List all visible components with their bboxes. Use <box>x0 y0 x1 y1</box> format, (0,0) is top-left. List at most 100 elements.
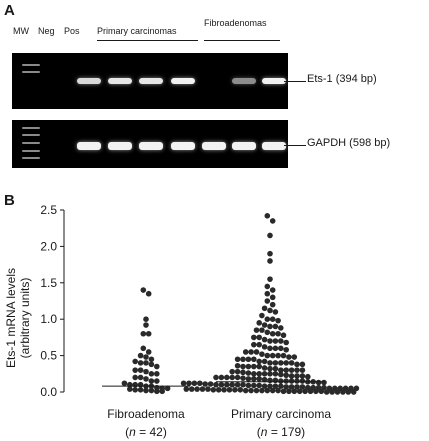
data-point <box>278 338 284 344</box>
data-point <box>237 387 244 393</box>
data-point <box>267 258 273 264</box>
data-point <box>143 368 149 375</box>
data-point <box>264 316 271 323</box>
ets1-band-lane-6 <box>171 78 195 84</box>
data-point <box>210 387 217 393</box>
data-point <box>183 386 190 392</box>
data-point <box>291 354 298 360</box>
data-point <box>288 378 295 384</box>
data-point <box>283 339 290 346</box>
data-point <box>221 387 227 393</box>
data-point <box>143 322 149 328</box>
panel-b-letter: B <box>4 192 15 209</box>
data-point <box>261 365 268 371</box>
data-point <box>154 371 160 377</box>
data-point <box>202 381 208 387</box>
data-point <box>205 386 211 392</box>
data-point <box>299 367 306 373</box>
n-label-fibroadenoma: (n = 42) <box>125 425 167 439</box>
data-point <box>299 384 306 390</box>
data-point <box>269 301 276 308</box>
data-point <box>278 345 284 352</box>
data-point <box>234 374 241 381</box>
y-tick-label: 1.5 <box>40 276 57 290</box>
data-point <box>242 387 249 394</box>
data-point <box>294 367 300 373</box>
data-point <box>251 363 257 370</box>
data-point <box>148 361 155 368</box>
gapdh-ladder-band <box>22 127 40 129</box>
gel-gapdh <box>12 120 288 168</box>
data-point <box>261 376 268 383</box>
data-point <box>261 383 268 389</box>
data-point <box>269 287 276 293</box>
data-point <box>299 378 306 384</box>
group-line-fibroadenomas <box>204 40 280 41</box>
data-point <box>272 371 279 377</box>
data-point <box>278 383 284 389</box>
gapdh-ladder-band <box>22 134 40 136</box>
gapdh-label-line <box>284 145 306 146</box>
ets1-band-lane-4 <box>108 78 132 84</box>
data-point <box>137 352 144 359</box>
data-point <box>253 327 260 333</box>
data-point <box>253 349 260 355</box>
data-point <box>148 387 155 394</box>
y-tick-label: 2.5 <box>40 203 57 217</box>
y-tick-label: 0.5 <box>40 349 57 363</box>
data-point <box>234 362 241 369</box>
panel-a-letter: A <box>4 2 15 19</box>
group-label-fibroadenomas: Fibroadenomas <box>204 18 267 28</box>
gapdh-band-lane-4 <box>108 142 132 150</box>
data-point <box>215 387 222 393</box>
data-point <box>132 381 138 388</box>
data-point <box>256 320 263 326</box>
gapdh-band-label: GAPDH (598 bp) <box>307 137 391 149</box>
data-point <box>267 360 273 366</box>
ets1-band-lane-3 <box>77 78 101 84</box>
data-point <box>245 376 252 382</box>
data-point <box>259 351 265 357</box>
data-point <box>269 352 276 359</box>
data-point <box>148 378 155 384</box>
data-point <box>218 381 225 388</box>
data-point <box>199 386 206 392</box>
data-point <box>283 378 290 384</box>
data-point <box>256 371 263 377</box>
data-point <box>256 363 263 370</box>
data-point <box>234 356 241 363</box>
data-point <box>278 360 284 366</box>
data-point <box>251 371 257 377</box>
data-point <box>261 358 268 365</box>
data-point <box>245 370 252 376</box>
data-point <box>272 338 279 344</box>
data-point <box>275 387 281 394</box>
data-point <box>207 381 214 387</box>
data-point <box>154 388 160 395</box>
data-point <box>267 345 273 352</box>
data-point <box>245 382 252 389</box>
data-point <box>132 367 138 373</box>
ets1-label-line <box>284 81 306 82</box>
data-point <box>261 305 268 312</box>
data-point <box>272 365 279 372</box>
data-point <box>291 388 298 395</box>
data-point <box>224 381 230 388</box>
data-point <box>240 369 246 376</box>
ets1-band-lane-8 <box>232 78 256 84</box>
data-point <box>137 374 144 381</box>
data-point <box>229 368 235 375</box>
data-point <box>267 383 273 389</box>
data-point <box>159 388 165 395</box>
data-point <box>148 371 155 377</box>
n-label-primary-carcinoma: (n = 179) <box>257 425 305 439</box>
data-point <box>275 330 281 337</box>
gapdh-band-lane-3 <box>77 142 101 150</box>
data-point <box>145 290 152 297</box>
data-point <box>269 387 276 394</box>
category-label-fibroadenoma: Fibroadenoma <box>107 407 185 421</box>
lane-label-pos: Pos <box>64 26 80 36</box>
data-point <box>143 360 149 366</box>
data-point <box>256 358 263 365</box>
